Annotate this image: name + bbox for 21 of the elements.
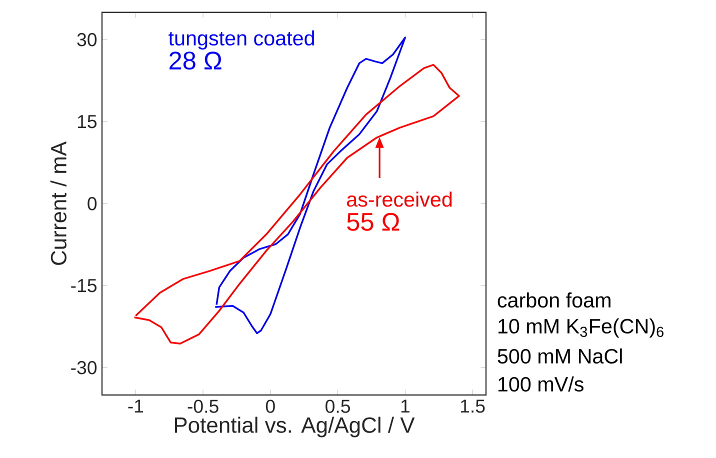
- x-tick-label: -1: [128, 400, 144, 413]
- annotation: 28 Ω: [170, 52, 222, 70]
- annotation: as-received: [347, 192, 452, 207]
- y-tick-label: 30: [77, 33, 97, 46]
- x-tick-label: 0: [266, 400, 275, 413]
- x-axis-title: Potential vs. Ag/AgCl / V: [174, 416, 415, 438]
- text: 500 mM NaCl: [498, 348, 622, 364]
- text: 10 mM K$_{3}$Fe(CN)$_{6}$: [498, 318, 664, 338]
- y-tick-label: -30: [71, 361, 97, 374]
- y-tick-label: 15: [78, 115, 97, 128]
- text: 100 mV/s: [498, 376, 584, 392]
- annotation: tungsten coated: [168, 30, 314, 50]
- x-tick-label: -0.5: [188, 400, 218, 413]
- y-tick-label: -15: [71, 279, 97, 292]
- y-axis-title: Current / mA: [50, 141, 66, 265]
- annotation: 55 Ω: [347, 212, 400, 231]
- text: carbon foam: [498, 292, 610, 308]
- x-tick-label: 1: [401, 400, 410, 413]
- x-tick-label: 1.5: [460, 400, 485, 413]
- x-tick-label: 0.5: [326, 400, 350, 413]
- y-tick-label: 0: [88, 197, 97, 210]
